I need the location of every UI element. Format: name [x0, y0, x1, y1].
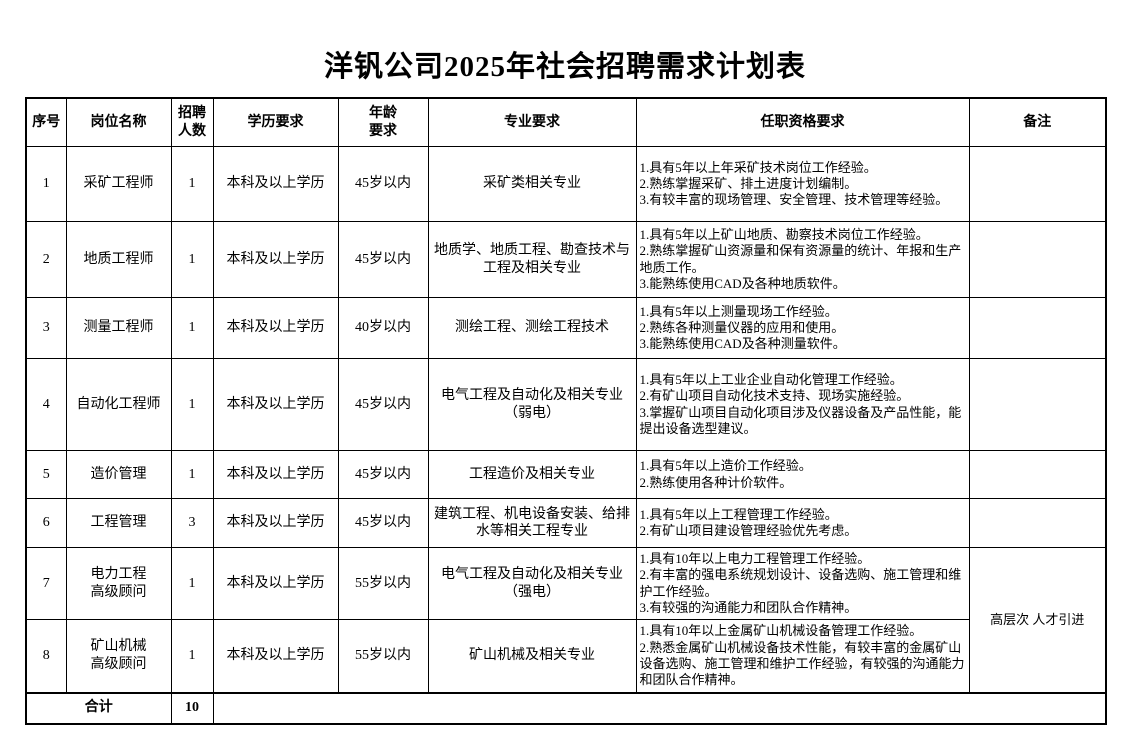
major-cell: 矿山机械及相关专业 — [427, 619, 637, 693]
remark-cell — [968, 498, 1107, 548]
count-cell: 1 — [170, 619, 214, 693]
age-cell: 45岁以内 — [337, 450, 429, 499]
major-cell: 采矿类相关专业 — [427, 146, 637, 222]
remark-cell: 高层次 人才引进 — [968, 547, 1107, 693]
header-count: 招聘 人数 — [170, 97, 214, 147]
table-body: 1 采矿工程师 1 本科及以上学历 45岁以内 采矿类相关专业 1.具有5年以上年采矿技术岗… — [25, 146, 1107, 693]
serial-cell: 7 — [25, 547, 67, 620]
qualification-cell: 1.具有5年以上工业企业自动化管理工作经验。 2.有矿山项目自动化技术支持、现场… — [635, 358, 970, 451]
table-row: 5 造价管理 1 本科及以上学历 45岁以内 工程造价及相关专业 1.具有5年以上造价工作经… — [25, 450, 1107, 499]
header-position: 岗位名称 — [65, 97, 172, 147]
count-cell: 1 — [170, 221, 214, 298]
qualification-cell: 1.具有5年以上测量现场工作经验。 2.熟练各种测量仪器的应用和使用。 3.能熟… — [635, 297, 970, 359]
table-row: 7 电力工程 高级顾问 1 本科及以上学历 55岁以内 电气工程及自动化及相关专业 （强电… — [25, 547, 1107, 693]
header-remark: 备注 — [968, 97, 1107, 147]
count-cell: 1 — [170, 450, 214, 499]
serial-cell: 1 — [25, 146, 67, 222]
count-cell: 1 — [170, 547, 214, 620]
total-label-cell: 合计 — [25, 691, 172, 724]
age-cell: 40岁以内 — [337, 297, 429, 359]
serial-cell: 8 — [25, 619, 67, 693]
total-empty-cell — [212, 691, 1107, 724]
table-row: 3 测量工程师 1 本科及以上学历 40岁以内 测绘工程、测绘工程技术 1.具有5年以上测量… — [25, 297, 1107, 359]
qualification-cell: 1.具有5年以上年采矿技术岗位工作经验。 2.熟练掌握采矿、排土进度计划编制。 … — [635, 146, 970, 222]
header-education: 学历要求 — [212, 97, 339, 147]
serial-cell: 2 — [25, 221, 67, 298]
remark-cell — [968, 297, 1107, 359]
recruitment-table: 序号 岗位名称 招聘 人数 学历要求 年龄 要求 专业要求 任职资格要求 备注 … — [25, 97, 1107, 725]
table-row: 1 采矿工程师 1 本科及以上学历 45岁以内 采矿类相关专业 1.具有5年以上年采矿技术岗… — [25, 146, 1107, 222]
position-cell: 矿山机械 高级顾问 — [65, 619, 172, 693]
qualification-cell: 1.具有10年以上电力工程管理工作经验。 2.有丰富的强电系统规划设计、设备选购… — [635, 547, 970, 620]
count-cell: 1 — [170, 358, 214, 451]
major-cell: 电气工程及自动化及相关专业 （强电） — [427, 547, 637, 620]
education-cell: 本科及以上学历 — [212, 450, 339, 499]
position-cell: 自动化工程师 — [65, 358, 172, 451]
remark-cell — [968, 358, 1107, 451]
position-cell: 造价管理 — [65, 450, 172, 499]
table-row: 8 矿山机械 高级顾问 1 本科及以上学历 55岁以内 矿山机械及相关专业 1.具有10年以… — [25, 619, 1106, 693]
position-cell: 测量工程师 — [65, 297, 172, 359]
header-row: 序号 岗位名称 招聘 人数 学历要求 年龄 要求 专业要求 任职资格要求 备注 — [25, 97, 1107, 147]
age-cell: 45岁以内 — [337, 358, 429, 451]
count-cell: 1 — [170, 297, 214, 359]
table-row: 6 工程管理 3 本科及以上学历 45岁以内 建筑工程、机电设备安装、给排 水等相关工程专… — [25, 498, 1107, 548]
total-count-cell: 10 — [170, 691, 214, 724]
major-cell: 地质学、地质工程、勘查技术与 工程及相关专业 — [427, 221, 637, 298]
remark-cell — [968, 146, 1107, 222]
education-cell: 本科及以上学历 — [212, 619, 339, 693]
table-row: 4 自动化工程师 1 本科及以上学历 45岁以内 电气工程及自动化及相关专业 （弱电） 1.… — [25, 358, 1107, 451]
count-cell: 1 — [170, 146, 214, 222]
header-major: 专业要求 — [427, 97, 637, 147]
education-cell: 本科及以上学历 — [212, 547, 339, 620]
remark-cell — [968, 221, 1107, 298]
remark-cell — [968, 450, 1107, 499]
education-cell: 本科及以上学历 — [212, 358, 339, 451]
position-cell: 工程管理 — [65, 498, 172, 548]
major-cell: 电气工程及自动化及相关专业 （弱电） — [427, 358, 637, 451]
education-cell: 本科及以上学历 — [212, 297, 339, 359]
serial-cell: 5 — [25, 450, 67, 499]
qualification-cell: 1.具有5年以上造价工作经验。 2.熟练使用各种计价软件。 — [635, 450, 970, 499]
major-cell: 工程造价及相关专业 — [427, 450, 637, 499]
serial-cell: 3 — [25, 297, 67, 359]
position-cell: 采矿工程师 — [65, 146, 172, 222]
education-cell: 本科及以上学历 — [212, 221, 339, 298]
qualification-cell: 1.具有5年以上工程管理工作经验。 2.有矿山项目建设管理经验优先考虑。 — [635, 498, 970, 548]
age-cell: 45岁以内 — [337, 498, 429, 548]
table-row: 2 地质工程师 1 本科及以上学历 45岁以内 地质学、地质工程、勘查技术与 工程及相关专… — [25, 221, 1107, 298]
table-footer: 合计 10 — [25, 691, 1107, 724]
age-cell: 45岁以内 — [337, 221, 429, 298]
header-age: 年龄 要求 — [337, 97, 429, 147]
age-cell: 45岁以内 — [337, 146, 429, 222]
education-cell: 本科及以上学历 — [212, 146, 339, 222]
count-cell: 3 — [170, 498, 214, 548]
qualification-cell: 1.具有5年以上矿山地质、勘察技术岗位工作经验。 2.熟练掌握矿山资源量和保有资… — [635, 221, 970, 298]
position-cell: 地质工程师 — [65, 221, 172, 298]
table-header: 序号 岗位名称 招聘 人数 学历要求 年龄 要求 专业要求 任职资格要求 备注 — [25, 97, 1107, 147]
major-cell: 建筑工程、机电设备安装、给排 水等相关工程专业 — [427, 498, 637, 548]
major-cell: 测绘工程、测绘工程技术 — [427, 297, 637, 359]
age-cell: 55岁以内 — [337, 547, 429, 620]
age-cell: 55岁以内 — [337, 619, 429, 693]
header-qualification: 任职资格要求 — [635, 97, 970, 147]
qualification-cell: 1.具有10年以上金属矿山机械设备管理工作经验。 2.熟悉金属矿山机械设备技术性… — [635, 619, 970, 693]
serial-cell: 4 — [25, 358, 67, 451]
total-row: 合计 10 — [25, 691, 1107, 724]
page-title: 洋钒公司2025年社会招聘需求计划表 — [323, 51, 806, 83]
position-cell: 电力工程 高级顾问 — [65, 547, 172, 620]
education-cell: 本科及以上学历 — [212, 498, 339, 548]
serial-cell: 6 — [25, 498, 67, 548]
header-serial: 序号 — [25, 97, 67, 147]
